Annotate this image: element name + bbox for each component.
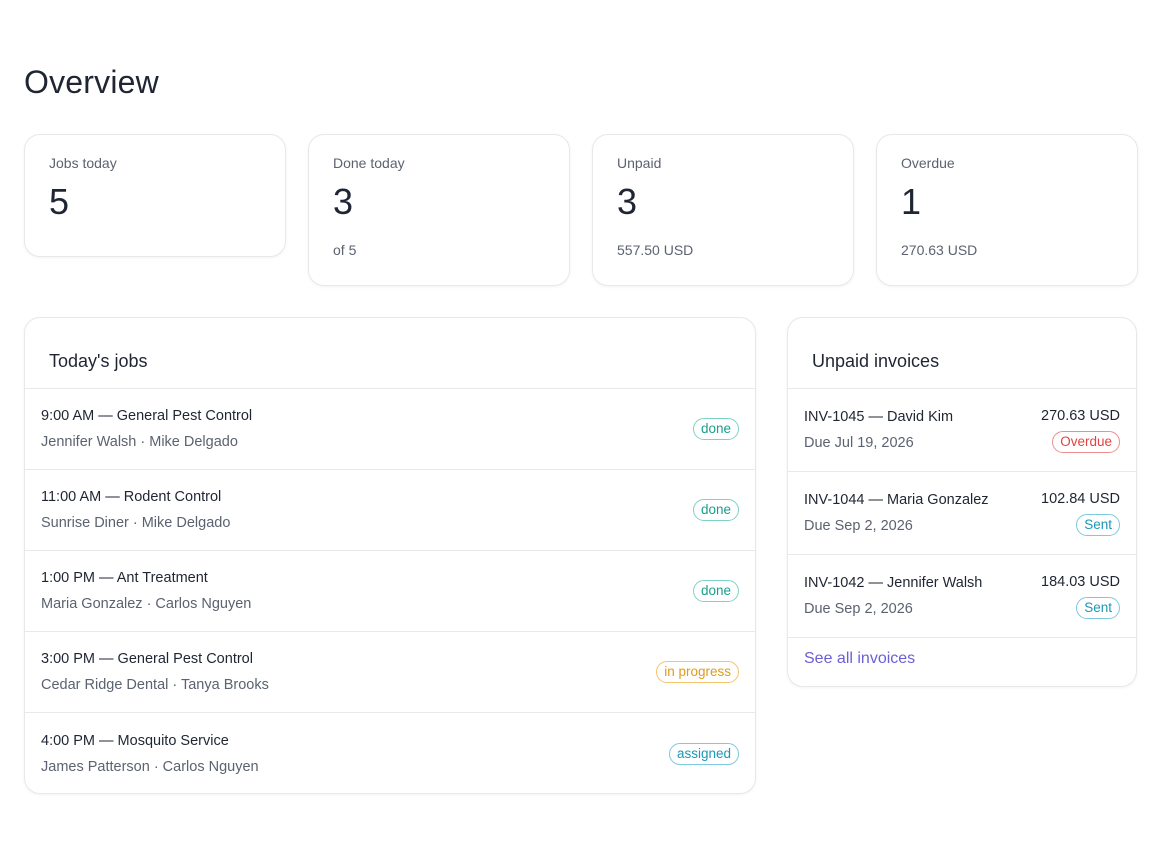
stat-card-jobs-today: Jobs today 5: [24, 134, 286, 257]
invoice-title: INV-1044 — Maria Gonzalez: [804, 492, 989, 508]
invoice-list: INV-1045 — David Kim Due Jul 19, 2026 27…: [788, 389, 1136, 638]
status-badge: Sent: [1076, 514, 1120, 536]
stat-value: 3: [333, 181, 354, 222]
status-badge: Overdue: [1052, 431, 1120, 453]
status-badge: done: [692, 499, 739, 521]
stat-value: 1: [901, 181, 922, 222]
invoice-title: INV-1045 — David Kim: [804, 409, 954, 425]
job-title: 11:00 AM — Rodent Control: [41, 489, 222, 505]
job-client-tech: Sunrise Diner · Mike Delgado: [41, 515, 231, 531]
stat-sub: 270.63 USD: [901, 242, 978, 258]
invoice-row[interactable]: INV-1042 — Jennifer Walsh Due Sep 2, 202…: [788, 555, 1136, 638]
invoice-due-date: Due Jul 19, 2026: [804, 435, 914, 451]
todays-jobs-panel: Today's jobs 9:00 AM — General Pest Cont…: [24, 317, 756, 794]
invoice-amount: 270.63 USD: [1041, 408, 1120, 424]
job-row[interactable]: 1:00 PM — Ant Treatment Maria Gonzalez ·…: [25, 551, 755, 632]
stat-label: Overdue: [901, 155, 955, 171]
stat-value: 5: [49, 181, 70, 222]
status-badge: done: [692, 418, 739, 440]
job-title: 1:00 PM — Ant Treatment: [41, 570, 208, 586]
panel-header: Today's jobs: [25, 318, 755, 389]
stat-card-unpaid: Unpaid 3 557.50 USD: [592, 134, 854, 286]
stat-value: 3: [617, 181, 638, 222]
job-client-tech: Jennifer Walsh · Mike Delgado: [41, 434, 238, 450]
job-client-tech: James Patterson · Carlos Nguyen: [41, 758, 259, 775]
invoice-row[interactable]: INV-1044 — Maria Gonzalez Due Sep 2, 202…: [788, 472, 1136, 555]
stat-sub: 557.50 USD: [617, 242, 694, 258]
invoice-row[interactable]: INV-1045 — David Kim Due Jul 19, 2026 27…: [788, 389, 1136, 472]
stat-label: Done today: [333, 155, 405, 171]
job-title: 9:00 AM — General Pest Control: [41, 408, 253, 424]
job-client-tech: Maria Gonzalez · Carlos Nguyen: [41, 596, 252, 612]
job-row[interactable]: 11:00 AM — Rodent Control Sunrise Diner …: [25, 470, 755, 551]
job-title: 4:00 PM — Mosquito Service: [41, 732, 229, 749]
status-badge: in progress: [656, 661, 739, 683]
invoice-amount: 102.84 USD: [1041, 491, 1120, 507]
status-badge: assigned: [668, 742, 739, 765]
job-row[interactable]: 3:00 PM — General Pest Control Cedar Rid…: [25, 632, 755, 713]
invoice-due-date: Due Sep 2, 2026: [804, 601, 913, 617]
status-badge: done: [692, 580, 739, 602]
job-list: 9:00 AM — General Pest Control Jennifer …: [25, 389, 755, 793]
stat-card-done-today: Done today 3 of 5: [308, 134, 570, 286]
stat-card-overdue: Overdue 1 270.63 USD: [876, 134, 1138, 286]
job-row[interactable]: 9:00 AM — General Pest Control Jennifer …: [25, 389, 755, 470]
status-badge: Sent: [1076, 597, 1120, 619]
invoice-title: INV-1042 — Jennifer Walsh: [804, 575, 983, 591]
unpaid-invoices-panel: Unpaid invoices INV-1045 — David Kim Due…: [787, 317, 1137, 687]
job-title: 3:00 PM — General Pest Control: [41, 651, 253, 667]
panel-header: Unpaid invoices: [788, 318, 1136, 389]
stat-label: Unpaid: [617, 155, 662, 171]
job-client-tech: Cedar Ridge Dental · Tanya Brooks: [41, 677, 269, 693]
panel-title: Today's jobs: [49, 350, 148, 371]
stat-label: Jobs today: [49, 155, 117, 171]
stat-sub: of 5: [333, 242, 357, 258]
panel-title: Unpaid invoices: [812, 350, 940, 371]
see-all-invoices-link[interactable]: See all invoices: [804, 650, 916, 667]
invoice-amount: 184.03 USD: [1041, 574, 1120, 590]
job-row[interactable]: 4:00 PM — Mosquito Service James Patters…: [25, 713, 755, 793]
page-title: Overview: [24, 64, 159, 100]
invoice-due-date: Due Sep 2, 2026: [804, 518, 913, 534]
